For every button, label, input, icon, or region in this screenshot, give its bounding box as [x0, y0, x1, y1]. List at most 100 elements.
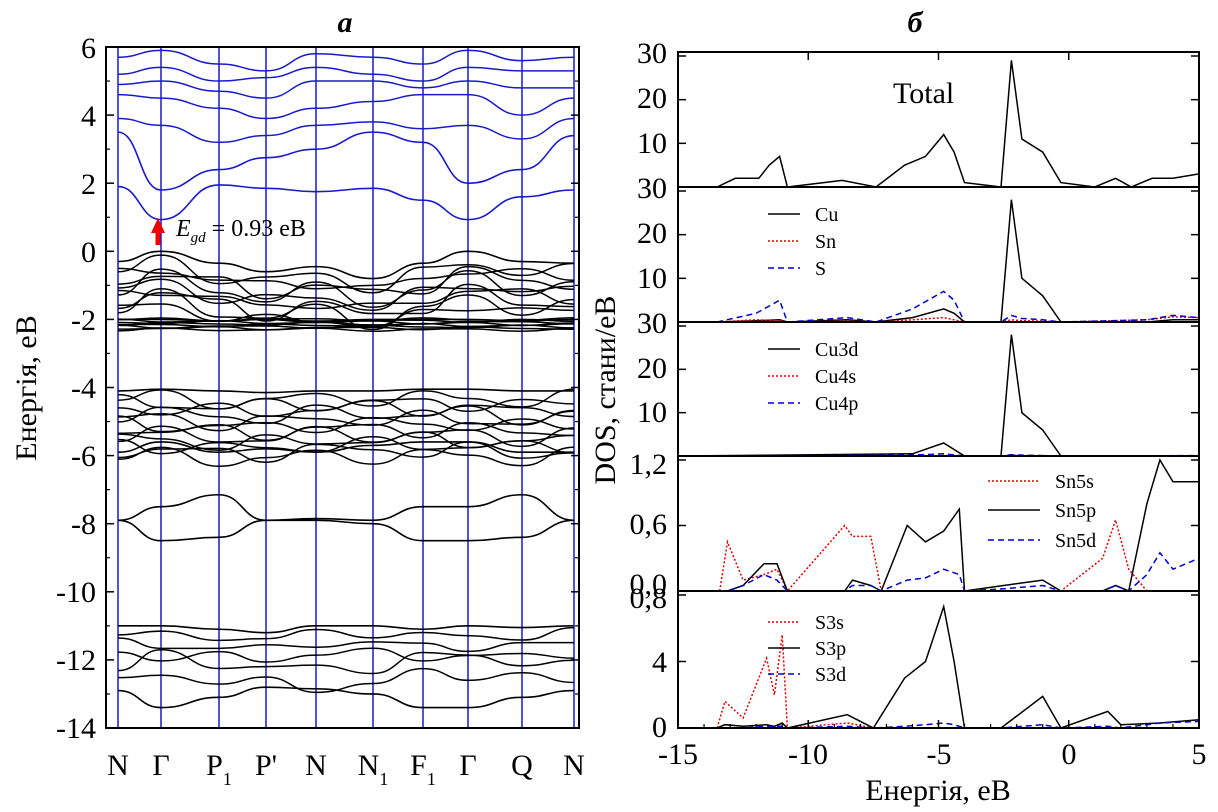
legend-label-cu: Cu: [815, 204, 838, 226]
dos-curve-sn5s: [718, 517, 1199, 593]
valence-band: [117, 493, 575, 522]
ytick-label: 0,8: [630, 582, 668, 615]
legend-label-cu4p: Cu4p: [815, 393, 858, 415]
dos-frame-total: [677, 51, 1200, 188]
valence-band: [117, 254, 575, 294]
ytick-label: 20: [637, 352, 667, 385]
panel-a-ylabel: Енергія, eB: [10, 315, 43, 460]
valence-band: [117, 388, 575, 410]
panel-b-xtick-labels: -15 -10 -5 0 5: [658, 738, 1207, 771]
valence-band: [117, 283, 575, 322]
legend-label-sn: Sn: [815, 231, 836, 253]
ytick-label: 20: [637, 217, 667, 250]
legend-label-s3p: S3p: [815, 638, 846, 660]
legend-label-s3d: S3d: [815, 664, 846, 686]
panel-b-xlabel: Енергія, eB: [865, 774, 1010, 807]
valence-band: [117, 441, 574, 453]
valence-band: [117, 648, 575, 675]
legend-elements: Cu Sn S: [768, 204, 838, 280]
ytick-label: 1,2: [630, 448, 668, 481]
conduction-band: [117, 80, 574, 99]
valence-band: [117, 637, 575, 653]
band-structure-plot: [106, 46, 579, 729]
legend-label-s: S: [815, 258, 826, 280]
legend-sn-orbitals: Sn5s Sn5p Sn5d: [988, 471, 1096, 552]
xtick-label: -10: [788, 738, 828, 771]
panel-b-ytick-labels: 30 20 10 30 20 10 30 20 10 1,2 0,6 0,0 0…: [630, 37, 668, 744]
dos-frame-s: [677, 590, 1200, 729]
legend-label-cu4s: Cu4s: [815, 366, 856, 388]
dos-plot: [677, 52, 1200, 729]
valence-band: [117, 288, 575, 331]
valence-band: [117, 625, 575, 634]
dos-frame-sn: [677, 455, 1200, 592]
legend-label-sn5s: Sn5s: [1055, 471, 1094, 493]
valence-band: [117, 321, 575, 327]
kpoint-label: Γ: [459, 749, 476, 782]
valence-band: [117, 667, 575, 694]
kpoint-label: F1: [410, 749, 436, 789]
kpoint-label: Γ: [152, 749, 169, 782]
kpoint-label: N: [305, 749, 327, 782]
valence-band: [117, 422, 575, 442]
ytick-label: 6: [81, 32, 96, 65]
ytick-label: 10: [637, 396, 667, 429]
panel-a-frame: [105, 46, 580, 729]
panel-a-letter: a: [338, 6, 353, 39]
valence-band: [117, 519, 575, 542]
valence-band: [117, 686, 575, 709]
kpoint-label: P1: [206, 749, 232, 789]
dos-curve-cu: [717, 199, 1199, 323]
ytick-label: 2: [81, 168, 96, 201]
legend-s-orbitals: S3s S3p S3d: [768, 612, 846, 686]
ytick-label: 0,6: [630, 508, 668, 541]
gap-arrow-head: [151, 218, 165, 233]
valence-band: [117, 325, 575, 331]
ytick-label: 0,0: [630, 568, 668, 601]
conduction-band: [117, 49, 575, 72]
ytick-label: 0: [652, 711, 667, 744]
ytick-label: 10: [637, 262, 667, 295]
ytick-label: 20: [637, 82, 667, 115]
valence-band: [117, 327, 575, 332]
valence-band: [117, 425, 575, 448]
dos-curve-total: [716, 60, 1200, 188]
ytick-label: 4: [81, 100, 96, 133]
band-gap-annotation: Egd = 0.93 eB: [151, 216, 306, 246]
ytick-label: -8: [71, 508, 96, 541]
legend-label-sn5d: Sn5d: [1055, 530, 1096, 552]
legend-cu-orbitals: Cu3d Cu4s Cu4p: [768, 339, 858, 415]
dos-curve-s3p: [716, 603, 1200, 729]
ytick-label: -2: [71, 304, 96, 337]
panel-b-letter: б: [908, 6, 924, 39]
kpoint-label: N1: [358, 749, 389, 789]
ytick-label: 0: [81, 236, 96, 269]
ytick-label: 30: [637, 37, 667, 70]
valence-band: [117, 626, 575, 642]
valence-band: [117, 441, 575, 463]
xtick-label: 0: [1062, 738, 1077, 771]
kpoint-labels: N Γ P1 P' N N1 F1 Γ Q N: [107, 749, 585, 789]
legend-label-sn5p: Sn5p: [1055, 500, 1096, 522]
legend-label-cu3d: Cu3d: [815, 339, 858, 361]
valence-band: [117, 647, 575, 663]
conduction-band: [117, 93, 575, 120]
dos-frame-cu: [677, 321, 1200, 457]
valence-band: [117, 446, 575, 467]
panel-b-ylabel: DOS, стани/eB: [589, 296, 622, 485]
ytick-label: 30: [637, 307, 667, 340]
panel-a: a 6 4 2 0 -2 -4 -6 -8 -10 -12 -14 Енергі…: [10, 6, 585, 789]
dos-curve-cu3d: [677, 334, 1199, 457]
total-dos-title: Total: [893, 77, 954, 110]
xtick-label: 5: [1192, 738, 1207, 771]
dos-curve-s3s: [716, 634, 1199, 729]
kpoint-label: P': [255, 749, 277, 782]
conduction-band: [117, 131, 575, 191]
kpoint-label: N: [563, 749, 585, 782]
valence-band: [117, 250, 575, 280]
panel-b: б 30 20 10 30 20 10 30 20 10 1,2 0,6 0,0…: [589, 6, 1207, 807]
valence-band: [117, 404, 575, 426]
dos-curve-sn5p: [719, 458, 1199, 593]
kpoint-label: N: [107, 749, 129, 782]
